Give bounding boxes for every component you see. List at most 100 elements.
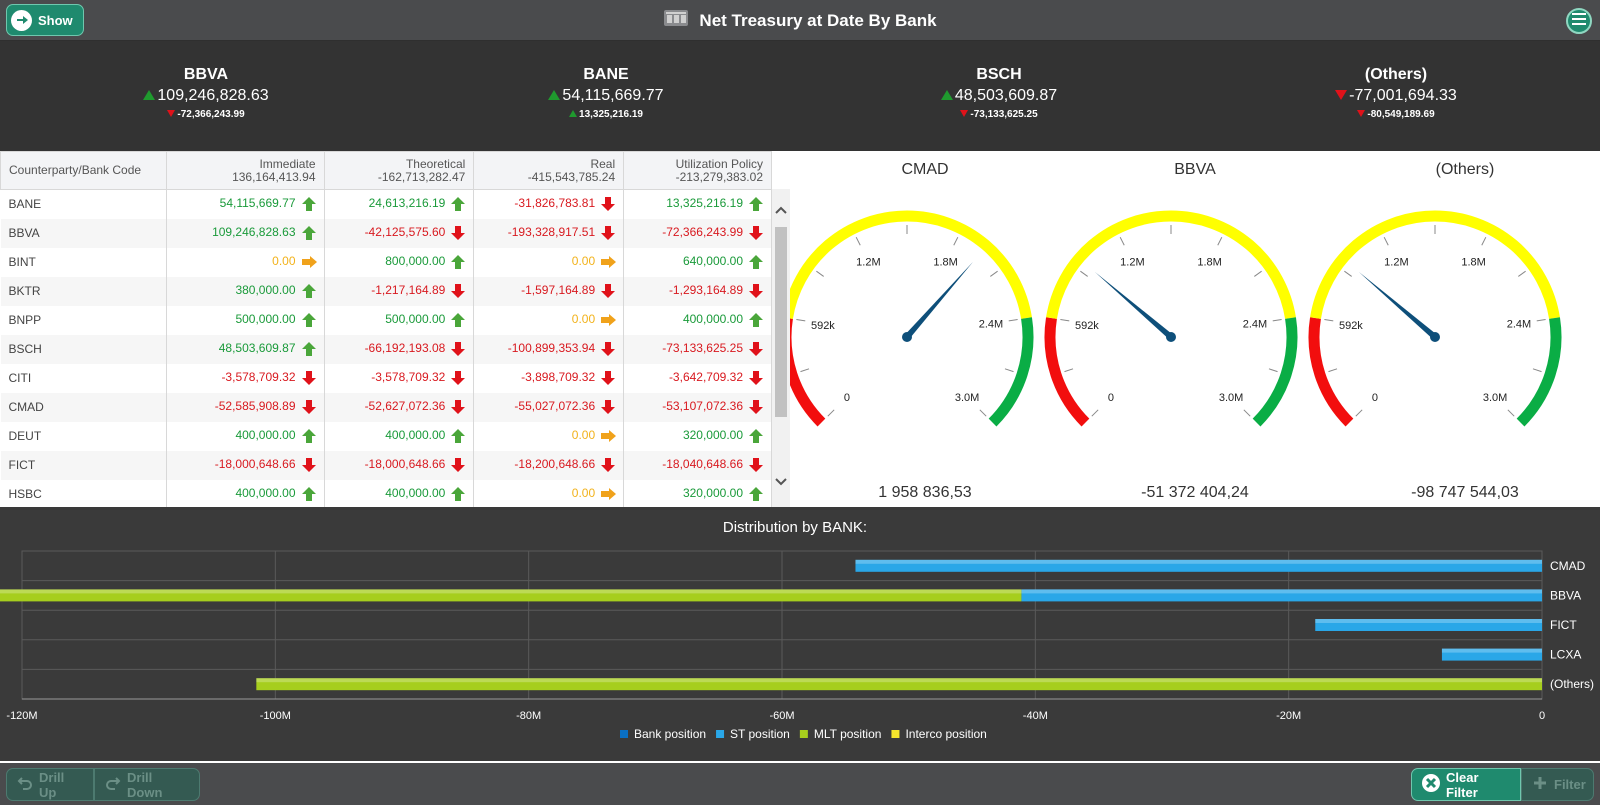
table-row[interactable]: CMAD -52,585,908.89 -52,627,072.36 -55,027,… bbox=[0, 392, 772, 422]
gauge-band bbox=[1044, 317, 1090, 427]
show-button[interactable]: Show bbox=[6, 4, 84, 36]
column-header-code[interactable]: Counterparty/Bank Code bbox=[0, 151, 167, 190]
value-cell: 400,000.00 bbox=[166, 479, 325, 509]
gauge-tick-label: 1.2M bbox=[856, 256, 880, 268]
gauge-tick bbox=[1328, 368, 1338, 373]
gauge-tick bbox=[1064, 368, 1074, 373]
table-row[interactable]: BKTR 380,000.00 -1,217,164.89 -1,597,164.89… bbox=[0, 276, 772, 306]
value-cell: -31,826,783.81 bbox=[473, 189, 625, 219]
drill-up-button[interactable]: Drill Up bbox=[6, 768, 94, 801]
legend-item[interactable]: Interco position bbox=[891, 727, 987, 741]
menu-button[interactable] bbox=[1566, 8, 1592, 34]
column-header-real[interactable]: Real -415,543,785.24 bbox=[473, 151, 625, 190]
legend-item[interactable]: MLT position bbox=[799, 727, 882, 741]
gauge: 0 592k 1.2M 1.8M 2.4M 3.0M bbox=[1308, 210, 1562, 427]
down-arrow-icon bbox=[749, 284, 763, 298]
gauge-tick bbox=[1324, 318, 1334, 322]
gauge-tick bbox=[1383, 236, 1389, 246]
gauge-tick bbox=[1272, 318, 1282, 322]
gauge-tick bbox=[1060, 318, 1070, 322]
value-cell: -66,192,193.08 bbox=[324, 334, 475, 364]
table-row[interactable]: BNPP 500,000.00 500,000.00 0.00 400,000.00 bbox=[0, 305, 772, 335]
legend-item[interactable]: Bank position bbox=[620, 727, 706, 741]
up-arrow-icon bbox=[749, 429, 763, 443]
gauge-value: 1 958 836,53 bbox=[878, 484, 972, 501]
table-row[interactable]: BSCH 48,503,609.87 -66,192,193.08 -100,899,… bbox=[0, 334, 772, 364]
table-row[interactable]: BBVA 109,246,828.63 -42,125,575.60 -193,328… bbox=[0, 218, 772, 248]
drill-down-button[interactable]: Drill Down bbox=[94, 768, 200, 801]
bar[interactable] bbox=[855, 559, 1542, 572]
gauge-band bbox=[1516, 317, 1562, 427]
column-header-utilization[interactable]: Utilization Policy -213,279,383.02 bbox=[623, 151, 772, 190]
value-cell: -18,000,648.66 bbox=[324, 450, 475, 480]
gauge-tick-label: 592k bbox=[811, 320, 835, 332]
bar[interactable] bbox=[256, 678, 1542, 691]
value-cell: 0.00 bbox=[473, 421, 625, 451]
distribution-chart-panel: Distribution by BANK: -120M -100M -80M -60M -… bbox=[0, 507, 1600, 761]
bar[interactable] bbox=[1021, 589, 1542, 602]
clear-filter-button[interactable]: Clear Filter bbox=[1411, 768, 1521, 801]
column-header-theoretical[interactable]: Theoretical -162,713,282.47 bbox=[323, 151, 475, 190]
down-arrow-icon bbox=[451, 342, 466, 356]
gauge-tick bbox=[1119, 236, 1125, 246]
table-scrollbar[interactable] bbox=[772, 189, 790, 507]
footer-bar: Drill Up Drill Down Clear Filter Filter bbox=[0, 761, 1600, 805]
value-cell: -42,125,575.60 bbox=[324, 218, 475, 248]
up-arrow-icon bbox=[301, 342, 316, 356]
down-arrow-icon bbox=[749, 400, 763, 414]
gauge-tick-label: 3.0M bbox=[1219, 392, 1243, 404]
filter-button[interactable]: Filter bbox=[1521, 768, 1594, 801]
table-row[interactable]: FICT -18,000,648.66 -18,000,648.66 -18,200,… bbox=[0, 450, 772, 480]
x-tick-label: -80M bbox=[516, 710, 541, 722]
value-cell: -1,293,164.89 bbox=[623, 276, 772, 306]
legend-swatch bbox=[620, 730, 628, 738]
legend-swatch bbox=[716, 730, 725, 738]
scroll-down-icon[interactable] bbox=[775, 477, 787, 487]
up-arrow-icon bbox=[451, 313, 466, 327]
kpi-sub-value: 13,325,216.19 bbox=[506, 109, 706, 120]
kpi-name: BBVA bbox=[183, 66, 229, 83]
plus-icon bbox=[1532, 775, 1548, 794]
table-row[interactable]: BANE 54,115,669.77 24,613,216.19 -31,826,78… bbox=[0, 189, 772, 219]
bar-highlight bbox=[1315, 619, 1542, 623]
scrollbar-thumb[interactable] bbox=[775, 227, 787, 417]
value-cell: 24,613,216.19 bbox=[324, 189, 475, 219]
gauge-tick bbox=[1536, 318, 1546, 322]
gauge-tick-label: 0 bbox=[1372, 392, 1378, 404]
gauge-band bbox=[988, 317, 1034, 427]
gauge-hub bbox=[1430, 332, 1440, 342]
kpi-others: (Others) -77,001,694.33 -80,549,189.69 bbox=[1296, 66, 1496, 120]
gauge-tick bbox=[1481, 236, 1487, 246]
kpi-bbva: BBVA 109,246,828.63 -72,366,243.99 bbox=[106, 66, 306, 120]
scroll-up-icon[interactable] bbox=[775, 205, 787, 215]
value-cell: -55,027,072.36 bbox=[473, 392, 625, 422]
kpi-value: 54,115,669.77 bbox=[506, 87, 706, 105]
bank-code-cell: DEUT bbox=[0, 421, 167, 451]
down-arrow-icon bbox=[601, 371, 616, 385]
value-cell: 400,000.00 bbox=[324, 421, 475, 451]
legend-item[interactable]: ST position bbox=[716, 727, 790, 741]
table-row[interactable]: BINT 0.00 800,000.00 0.00 640,000.00 bbox=[0, 247, 772, 277]
table-row[interactable]: HSBC 400,000.00 400,000.00 0.00 320,000.00 bbox=[0, 479, 772, 509]
redo-icon bbox=[105, 775, 121, 794]
value-cell: -3,578,709.32 bbox=[324, 363, 475, 393]
column-header-immediate[interactable]: Immediate 136,164,413.94 bbox=[165, 151, 325, 190]
bar[interactable] bbox=[0, 589, 1022, 602]
table-row[interactable]: CITI -3,578,709.32 -3,578,709.32 -3,898,709… bbox=[0, 363, 772, 393]
bar[interactable] bbox=[1315, 619, 1542, 631]
bar[interactable] bbox=[1441, 648, 1542, 661]
down-arrow-icon bbox=[601, 342, 616, 356]
bank-code-cell: BNPP bbox=[0, 305, 167, 335]
x-tick-label: -100M bbox=[260, 710, 291, 722]
gauge-tick-label: 0 bbox=[1108, 392, 1114, 404]
kpi-value: -77,001,694.33 bbox=[1296, 87, 1496, 105]
table-row[interactable]: DEUT 400,000.00 400,000.00 0.00 320,000.00 bbox=[0, 421, 772, 451]
value-cell: -52,585,908.89 bbox=[166, 392, 325, 422]
down-arrow-icon bbox=[749, 371, 763, 385]
gauge-tick bbox=[827, 409, 835, 417]
up-arrow-icon bbox=[451, 255, 466, 269]
gauge-tick-label: 1.8M bbox=[1197, 256, 1221, 268]
down-arrow-icon bbox=[1357, 110, 1366, 117]
gauge-tick bbox=[1344, 270, 1352, 277]
value-cell: -3,898,709.32 bbox=[473, 363, 625, 393]
